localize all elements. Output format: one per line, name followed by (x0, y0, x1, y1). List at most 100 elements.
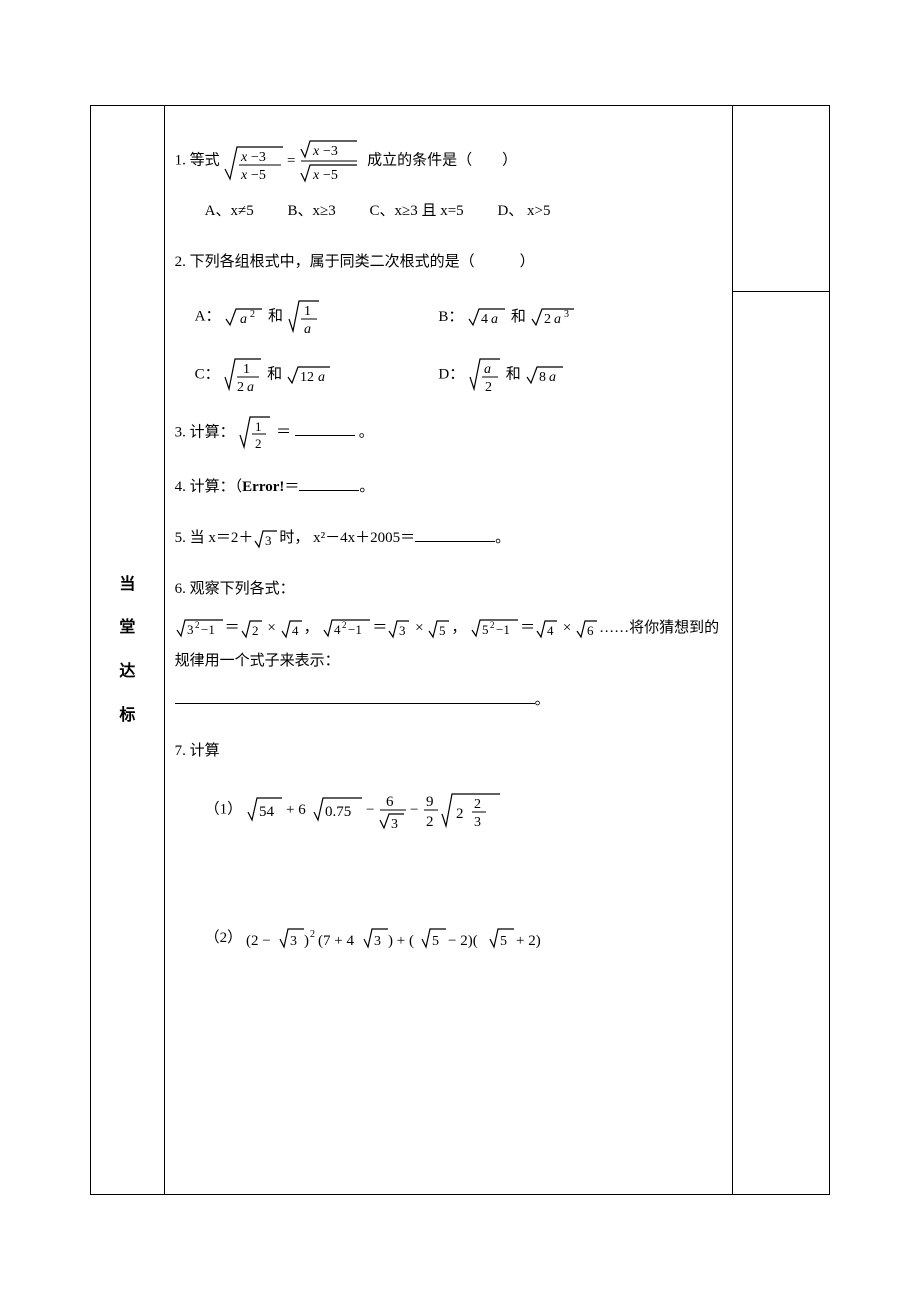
page: 当 堂 达 标 1. 等式 x −3 x (0, 0, 920, 1302)
sqrt-52m1-icon: 52−1 (470, 618, 520, 640)
svg-text:) + (: ) + ( (388, 933, 414, 949)
svg-text:a: a (484, 362, 491, 377)
q7-expr2: (2 − 3 ) 2 (7 + 4 3 ) + ( 5 − 2)( (246, 925, 576, 953)
right-cell-bottom (732, 292, 829, 1195)
svg-text:2: 2 (474, 797, 481, 812)
svg-text:−3: −3 (251, 150, 266, 165)
svg-text:(7 + 4: (7 + 4 (318, 933, 354, 949)
left-label-char: 当 (91, 572, 164, 598)
question-7: 7. 计算 （1） 54 + 6 0.75 − (175, 735, 722, 955)
q2-text: 2. 下列各组根式中，属于同类二次根式的是（ ） (175, 246, 722, 279)
svg-text:4: 4 (547, 623, 554, 638)
svg-text:x: x (312, 144, 320, 159)
svg-text:9: 9 (426, 794, 434, 810)
svg-text:5: 5 (482, 622, 489, 637)
sqrt-6-icon: 6 (575, 619, 599, 639)
right-cell-top (732, 106, 829, 292)
q6-blank-line: 。 (175, 684, 722, 717)
sqrt-42m1-icon: 42−1 (322, 618, 372, 640)
q2-opt-b: B： 4 a 和 2 a 3 (438, 301, 678, 334)
svg-text:4: 4 (481, 312, 488, 327)
q5-prefix: 5. 当 x＝2＋ (175, 530, 254, 546)
svg-text:6: 6 (386, 794, 394, 810)
svg-text:5: 5 (439, 623, 446, 638)
svg-text:2: 2 (237, 380, 244, 395)
svg-text:4: 4 (334, 622, 341, 637)
q7-sub2: （2） (2 − 3 ) 2 (7 + 4 3 ) + ( (205, 922, 722, 955)
q5-mid: 时， x²－4x＋2005＝ (279, 530, 415, 546)
svg-text:2: 2 (456, 806, 464, 822)
svg-text:+ 6: + 6 (286, 802, 306, 818)
q6-blank (175, 688, 535, 704)
svg-text:2: 2 (342, 620, 347, 630)
q3-prefix: 3. 计算： (175, 424, 239, 440)
sqrt-32m1-icon: 32−1 (175, 618, 225, 640)
svg-text:a: a (554, 312, 561, 327)
q1-prefix: 1. 等式 (175, 152, 220, 168)
q6-line2: 32−1＝2 × 4， 42−1＝3 × 5， 52−1＝4 × 6……将你猜想… (175, 612, 722, 678)
svg-text:3: 3 (290, 934, 297, 949)
q4-prefix: 4. 计算：（ (175, 479, 243, 495)
svg-text:−: − (410, 802, 418, 818)
svg-text:(2 −: (2 − (246, 933, 271, 949)
q3-suffix: 。 (359, 424, 374, 440)
question-4: 4. 计算：（Error!＝。 (175, 471, 722, 504)
q7-title: 7. 计算 (175, 735, 722, 768)
q1-opt-b: B、x≥3 (287, 195, 335, 228)
q7-sub2-label: （2） (205, 930, 246, 946)
q7-sub1: （1） 54 + 6 0.75 − 6 (205, 788, 722, 832)
sqrt-3b-icon: 3 (387, 619, 411, 639)
q3-blank (295, 420, 355, 436)
svg-text:3: 3 (399, 623, 406, 638)
left-label-cell: 当 堂 达 标 (91, 106, 165, 1195)
sqrt-1-over-a-icon: 1 a (287, 297, 321, 337)
sqrt-8a-icon: 8 a (525, 363, 565, 387)
svg-text:a: a (318, 370, 325, 385)
svg-text:1: 1 (304, 304, 311, 319)
sqrt-half-icon: 1 2 (238, 413, 272, 453)
sqrt-2a3-icon: 2 a 3 (530, 305, 576, 329)
svg-text:a: a (247, 380, 254, 395)
sqrt-4b-icon: 4 (535, 619, 559, 639)
sqrt-4-icon: 4 (280, 619, 304, 639)
content-cell: 1. 等式 x −3 x −5 = (164, 106, 732, 1195)
svg-text:8: 8 (539, 370, 546, 385)
svg-text:5: 5 (432, 934, 439, 949)
svg-text:54: 54 (259, 804, 275, 820)
svg-text:3: 3 (474, 815, 481, 830)
svg-text:4: 4 (292, 623, 299, 638)
sqrt-1-over-2a-icon: 1 2 a (223, 355, 263, 395)
q3-eq: ＝ (276, 424, 291, 440)
q1-opt-c: C、x≥3 且 x=5 (369, 195, 463, 228)
svg-text:+ 2): + 2) (516, 933, 541, 949)
sqrt-5-icon: 5 (427, 619, 451, 639)
svg-text:3: 3 (265, 533, 272, 548)
q2-opt-a: A： a 2 和 1 a (195, 297, 435, 337)
svg-text:12: 12 (300, 370, 314, 385)
sqrt-2-icon: 2 (240, 619, 264, 639)
sqrt-12a-icon: 12 a (286, 363, 332, 387)
question-1: 1. 等式 x −3 x −5 = (175, 139, 722, 228)
q4-suffix: 。 (359, 479, 374, 495)
svg-text:2: 2 (544, 312, 551, 327)
svg-text:6: 6 (587, 623, 594, 638)
svg-text:−5: −5 (251, 168, 266, 183)
svg-text:2: 2 (485, 380, 492, 395)
q1-opt-d: D、 x>5 (497, 195, 550, 228)
svg-text:0.75: 0.75 (325, 804, 351, 820)
svg-text:): ) (304, 933, 309, 949)
q6-line1: 6. 观察下列各式： (175, 573, 722, 606)
svg-text:2: 2 (252, 623, 259, 638)
svg-text:3: 3 (187, 622, 194, 637)
svg-text:3: 3 (374, 934, 381, 949)
q1-options: A、x≠5 B、x≥3 C、x≥3 且 x=5 D、 x>5 (205, 195, 722, 228)
q1-suffix: 成立的条件是（ ） (367, 152, 517, 168)
question-2: 2. 下列各组根式中，属于同类二次根式的是（ ） A： a 2 和 (175, 246, 722, 395)
question-5: 5. 当 x＝2＋ 3 时， x²－4x＋2005＝ 。 (175, 522, 722, 555)
q5-suffix: 。 (495, 530, 510, 546)
svg-text:−1: −1 (201, 622, 215, 637)
question-6: 6. 观察下列各式： 32−1＝2 × 4， 42−1＝3 × 5， 52−1＝… (175, 573, 722, 717)
svg-text:−: − (366, 802, 374, 818)
q2-opt-d: D： a 2 和 8 a (438, 355, 678, 395)
sqrt-a-over-2-icon: a 2 (468, 355, 502, 395)
